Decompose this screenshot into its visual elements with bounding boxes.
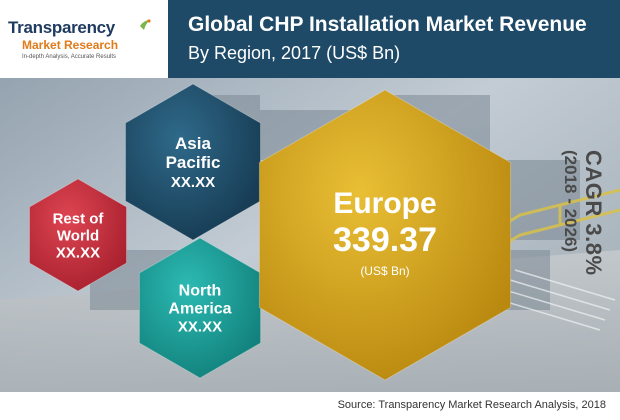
logo-name: Transparency <box>8 18 115 37</box>
region-label: Rest of <box>53 210 105 227</box>
footer: Source: Transparency Market Research Ana… <box>0 392 620 420</box>
region-label: Europe <box>333 187 436 220</box>
region-label: World <box>57 227 99 244</box>
region-label: America <box>168 301 231 318</box>
hexagon-shape <box>258 89 512 381</box>
cagr-period: (2018 - 2026) <box>561 150 580 253</box>
cagr-callout: CAGR 3.8% (2018 - 2026) <box>548 150 606 300</box>
title-bar: Global CHP Installation Market Revenue B… <box>168 0 620 78</box>
region-value: XX.XX <box>171 174 215 191</box>
logo-tagline: In-depth Analysis, Accurate Results <box>22 54 117 60</box>
cagr-label: CAGR 3.8% <box>581 150 606 276</box>
region-unit: (US$ Bn) <box>360 264 409 278</box>
region-value: XX.XX <box>56 244 100 261</box>
chart-subtitle: By Region, 2017 (US$ Bn) <box>188 43 401 63</box>
logo-swoosh-icon <box>140 19 151 30</box>
region-label: Asia <box>175 134 211 153</box>
region-value: XX.XX <box>178 319 222 336</box>
stair-lines <box>499 269 616 331</box>
logo-area: Transparency Market Research In-depth An… <box>0 0 168 78</box>
hexagon-shape <box>125 83 261 241</box>
region-label: Pacific <box>166 153 221 172</box>
logo-subtitle: Market Research <box>22 38 119 52</box>
hexagon-shape <box>29 178 127 292</box>
region-label: North <box>179 283 222 300</box>
chart-title: Global CHP Installation Market Revenue <box>188 13 587 36</box>
source-note: Source: Transparency Market Research Ana… <box>337 399 606 411</box>
region-value: 339.37 <box>333 221 437 259</box>
